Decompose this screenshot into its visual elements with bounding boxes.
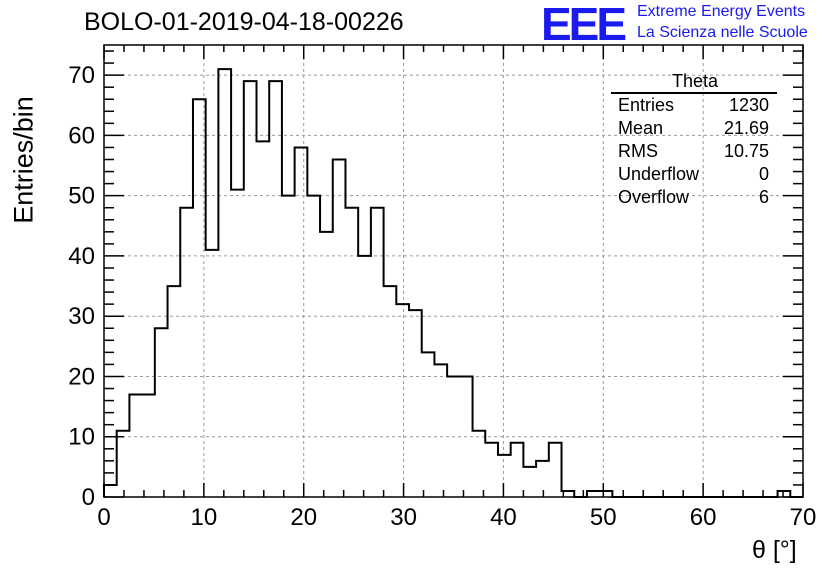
stats-value: 1230 bbox=[728, 95, 769, 115]
logo-line-2: La Scienza nelle Scuole bbox=[637, 24, 808, 41]
stats-label: RMS bbox=[618, 141, 658, 161]
chart-title: BOLO-01-2019-04-18-00226 bbox=[84, 8, 404, 36]
y-tick-label: 20 bbox=[68, 363, 95, 390]
eee-logo: EEE bbox=[541, 0, 627, 50]
logo-line-1: Extreme Energy Events bbox=[637, 3, 806, 20]
stats-box: Theta Entries 1230 Mean 21.69 RMS 10.75 … bbox=[611, 71, 777, 209]
x-tick-label: 10 bbox=[191, 504, 218, 531]
plot-frame bbox=[103, 44, 804, 498]
stats-value: 0 bbox=[758, 164, 769, 184]
y-tick-label: 30 bbox=[68, 303, 95, 330]
stats-value: 21.69 bbox=[723, 118, 769, 138]
stats-value: 10.75 bbox=[723, 141, 769, 161]
stats-row-overflow: Overflow 6 bbox=[611, 186, 777, 209]
y-tick-label: 40 bbox=[68, 243, 95, 270]
stats-label: Mean bbox=[618, 118, 664, 138]
y-axis-label: Entries/bin bbox=[8, 96, 39, 224]
stats-label: Underflow bbox=[618, 164, 700, 184]
y-tick-label: 0 bbox=[82, 484, 95, 511]
x-tick-label: 50 bbox=[590, 504, 617, 531]
x-axis-label: θ [°] bbox=[752, 536, 797, 564]
stats-label: Entries bbox=[618, 95, 675, 115]
stats-value: 6 bbox=[758, 187, 769, 207]
y-tick-label: 10 bbox=[68, 424, 95, 451]
x-tick-label: 40 bbox=[490, 504, 517, 531]
x-tick-label: 70 bbox=[790, 504, 817, 531]
stats-title: Theta bbox=[611, 71, 777, 94]
stats-label: Overflow bbox=[618, 187, 690, 207]
x-tick-label: 0 bbox=[97, 504, 110, 531]
x-tick-label: 20 bbox=[290, 504, 317, 531]
stats-row-rms: RMS 10.75 bbox=[611, 140, 777, 163]
y-tick-label: 70 bbox=[68, 62, 95, 89]
grid-lines bbox=[104, 45, 803, 497]
y-tick-label: 50 bbox=[68, 183, 95, 210]
stats-row-mean: Mean 21.69 bbox=[611, 117, 777, 140]
y-tick-label: 60 bbox=[68, 122, 95, 149]
y-axis-label-box: Entries/bin bbox=[2, 96, 42, 224]
stats-row-underflow: Underflow 0 bbox=[611, 163, 777, 186]
x-tick-label: 30 bbox=[390, 504, 417, 531]
stats-row-entries: Entries 1230 bbox=[611, 94, 777, 117]
x-tick-label: 60 bbox=[690, 504, 717, 531]
